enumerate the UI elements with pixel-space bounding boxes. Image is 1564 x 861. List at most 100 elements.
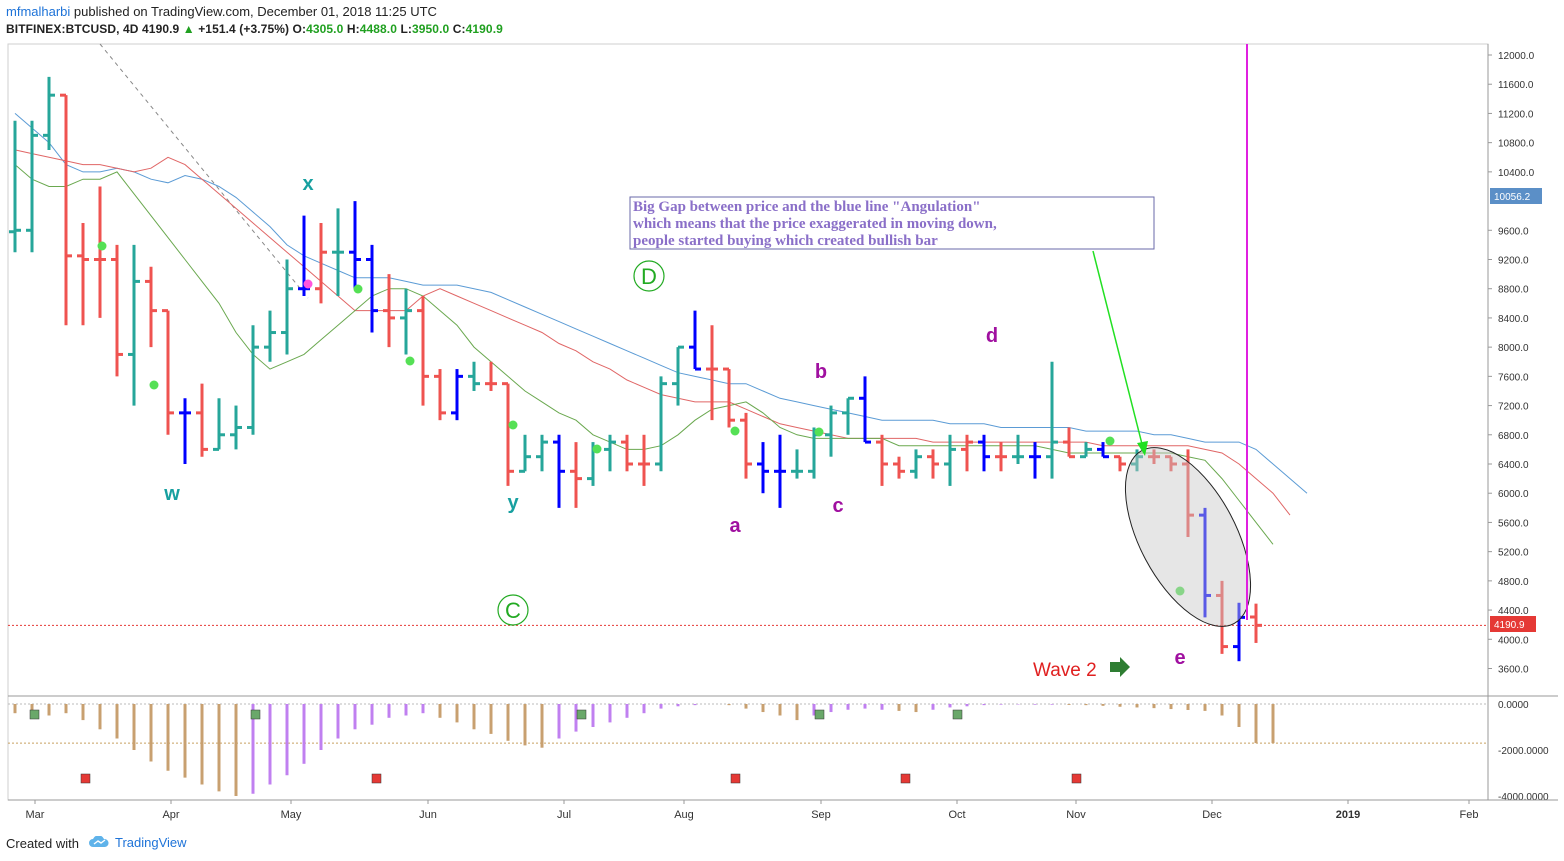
y-tick-label: 9600.0 [1498,226,1529,237]
tradingview-logo[interactable]: TradingView [88,835,187,850]
signal-dot-magenta [303,279,313,289]
y-tick-label: 3600.0 [1498,665,1529,676]
ma-price-tag [1490,188,1542,204]
open-value: 4305.0 [306,22,344,36]
osc-tick-label: 0.0000 [1498,700,1529,711]
y-tick-label: 4000.0 [1498,635,1529,646]
wave-label-w: w [163,483,180,505]
close-label: C: [452,22,466,36]
y-tick-label: 6400.0 [1498,460,1529,471]
osc-sell-marker [730,773,741,784]
osc-buy-marker [576,709,587,720]
annotation-text-line-1: Big Gap between price and the blue line … [633,199,981,215]
plot-frame [7,43,1489,801]
osc-tick-label: -2000.0000 [1498,746,1549,757]
y-tick-label: 5600.0 [1498,518,1529,529]
x-tick-label: Apr [162,809,179,821]
moving-average-blue [14,113,1308,494]
publish-line: mfmalharbi published on TradingView.com,… [6,4,437,19]
annotation-text-line-2: which means that the price exaggerated i… [633,216,997,232]
osc-buy-marker [952,709,963,720]
x-tick-label: May [281,809,302,821]
signal-dot [508,420,518,430]
wave-2-arrow-icon [1110,657,1130,677]
high-value: 4488.0 [359,22,397,36]
ma-price-tag-text: 10056.2 [1494,192,1531,203]
wave-label-b: b [815,361,827,383]
created-with-label: Created with [6,836,79,851]
y-tick-label: 10800.0 [1498,139,1535,150]
up-arrow-icon: ▲ [182,22,195,36]
y-tick-label: 6800.0 [1498,431,1529,442]
last-price: 4190.9 [142,22,180,36]
y-tick-label: 9200.0 [1498,256,1529,267]
y-tick-label: 8400.0 [1498,314,1529,325]
x-tick-label: 2019 [1336,809,1360,821]
y-tick-label: 11200.0 [1498,109,1534,120]
author-link[interactable]: mfmalharbi [6,4,71,19]
annotation-arrow [1092,250,1144,449]
close-value: 4190.9 [465,22,503,36]
annotation-arrowhead [1137,441,1148,456]
signal-dot [814,427,824,437]
y-tick-label: 10400.0 [1498,168,1535,179]
y-tick-label: 8800.0 [1498,285,1529,296]
osc-buy-marker [250,709,261,720]
signal-dot [405,356,415,366]
low-label: L: [400,22,412,36]
wave-label-y: y [507,492,519,514]
open-label: O: [292,22,307,36]
symbol-line: BITFINEX:BTCUSD, 4D 4190.9 ▲ +151.4 (+3.… [6,22,503,36]
signal-dot [1105,436,1115,446]
tradingview-cloud-icon [89,836,109,847]
y-tick-label: 5200.0 [1498,548,1529,559]
y-tick-label: 7200.0 [1498,402,1529,413]
x-tick-label: Jul [557,809,571,821]
osc-sell-marker [1071,773,1082,784]
symbol-label: BITFINEX:BTCUSD, 4D [6,22,139,36]
wave-label-D: D [641,264,657,289]
signal-dot [149,380,159,390]
annotation-box [629,196,1155,250]
wave-circle-C [497,594,529,626]
trend-line [99,43,309,299]
x-tick-label: Nov [1066,809,1086,821]
signal-dot [1175,586,1185,596]
high-label: H: [346,22,360,36]
wave-label-a: a [729,515,741,537]
wave-label-e: e [1174,647,1185,669]
x-tick-label: Feb [1460,809,1479,821]
signal-dot [353,284,363,294]
osc-sell-marker [900,773,911,784]
wave-label-x: x [302,173,313,195]
wave-label-d: d [986,325,998,347]
osc-buy-marker [29,709,40,720]
wave-label-C: C [505,598,521,623]
y-tick-label: 6000.0 [1498,489,1529,500]
annotation-text-line-3: people started buying which created bull… [633,233,938,249]
moving-average-red [14,149,1291,516]
x-tick-label: Jun [419,809,437,821]
low-value: 3950.0 [411,22,450,36]
osc-buy-marker [814,709,825,720]
wave-label-c: c [832,495,843,517]
wave-2-label: Wave 2 [1033,660,1097,681]
x-tick-label: Sep [811,809,831,821]
publish-info: published on TradingView.com, December 0… [73,4,437,19]
tradingview-brand: TradingView [115,835,187,850]
x-tick-label: Oct [948,809,965,821]
footer: Created with TradingView [0,832,400,856]
osc-tick-label: -4000.0000 [1498,792,1549,803]
signal-dot [730,426,740,436]
wave-circle-D [633,260,665,292]
osc-sell-marker [80,773,91,784]
y-tick-label: 12000.0 [1498,51,1535,62]
x-tick-label: Aug [674,809,694,821]
osc-sell-marker [371,773,382,784]
y-tick-label: 4400.0 [1498,606,1529,617]
chart-header: mfmalharbi published on TradingView.com,… [0,0,1564,44]
price-change: +151.4 (+3.75%) [198,22,290,36]
x-tick-label: Dec [1202,809,1222,821]
y-tick-label: 8000.0 [1498,343,1529,354]
